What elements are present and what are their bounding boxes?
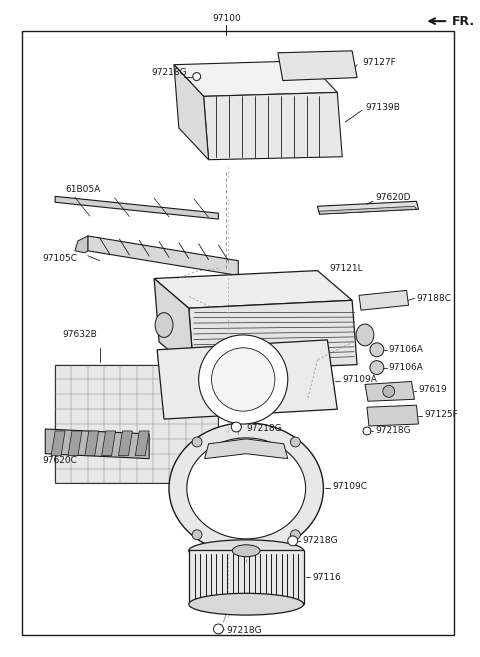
Text: 97121L: 97121L — [329, 264, 363, 273]
Text: 97109A: 97109A — [342, 375, 377, 384]
Polygon shape — [154, 279, 194, 372]
Text: 97106A: 97106A — [389, 346, 424, 354]
Circle shape — [288, 536, 298, 546]
Circle shape — [192, 437, 202, 447]
Circle shape — [290, 530, 300, 540]
Text: 97620D: 97620D — [375, 193, 410, 202]
Text: FR.: FR. — [452, 14, 475, 28]
Bar — [189, 550, 304, 604]
Circle shape — [370, 361, 384, 374]
Text: 97116: 97116 — [312, 573, 341, 582]
Ellipse shape — [232, 545, 260, 556]
Polygon shape — [75, 236, 88, 253]
Circle shape — [290, 437, 300, 447]
Polygon shape — [55, 196, 218, 219]
Text: 97106A: 97106A — [389, 363, 424, 372]
Ellipse shape — [356, 324, 374, 346]
Text: 97188C: 97188C — [417, 294, 452, 303]
Ellipse shape — [155, 313, 173, 338]
Ellipse shape — [169, 422, 324, 554]
Polygon shape — [85, 431, 99, 456]
Ellipse shape — [189, 540, 304, 562]
Circle shape — [214, 624, 223, 634]
Text: 97218G: 97218G — [375, 426, 410, 436]
Ellipse shape — [187, 438, 306, 539]
Polygon shape — [88, 236, 238, 275]
Text: 97127F: 97127F — [362, 58, 396, 67]
Circle shape — [192, 530, 202, 540]
Polygon shape — [135, 431, 149, 456]
Polygon shape — [157, 340, 337, 419]
Polygon shape — [359, 290, 408, 310]
Text: 97139B: 97139B — [365, 102, 400, 112]
Circle shape — [363, 427, 371, 435]
Polygon shape — [174, 60, 337, 97]
Polygon shape — [189, 300, 357, 372]
Text: 97620C: 97620C — [42, 456, 77, 465]
Polygon shape — [51, 431, 65, 456]
Polygon shape — [45, 429, 149, 459]
Circle shape — [199, 335, 288, 424]
Ellipse shape — [189, 593, 304, 615]
Polygon shape — [278, 51, 357, 81]
Polygon shape — [174, 64, 209, 160]
Bar — [55, 365, 218, 484]
Circle shape — [212, 348, 275, 411]
Polygon shape — [154, 271, 352, 308]
Circle shape — [231, 422, 241, 432]
Polygon shape — [365, 382, 415, 401]
Polygon shape — [68, 431, 82, 456]
Polygon shape — [204, 93, 342, 160]
Text: 97218G: 97218G — [227, 626, 262, 635]
Text: 97109C: 97109C — [332, 482, 367, 491]
Text: 97218G: 97218G — [302, 536, 338, 545]
Polygon shape — [119, 431, 132, 456]
Text: 97105C: 97105C — [42, 254, 77, 263]
Polygon shape — [367, 405, 419, 426]
Text: 97632B: 97632B — [62, 330, 97, 340]
Polygon shape — [320, 206, 417, 214]
Text: 97218G: 97218G — [246, 424, 282, 434]
Text: 97125F: 97125F — [424, 409, 458, 419]
Polygon shape — [204, 439, 288, 459]
Text: 97100: 97100 — [212, 14, 241, 22]
Circle shape — [193, 73, 201, 81]
Circle shape — [383, 386, 395, 397]
Text: 97619: 97619 — [419, 385, 447, 394]
Circle shape — [370, 343, 384, 357]
Text: 61B05A: 61B05A — [65, 185, 100, 194]
Polygon shape — [317, 201, 419, 214]
Polygon shape — [102, 431, 116, 456]
Text: 97218G: 97218G — [151, 68, 187, 77]
